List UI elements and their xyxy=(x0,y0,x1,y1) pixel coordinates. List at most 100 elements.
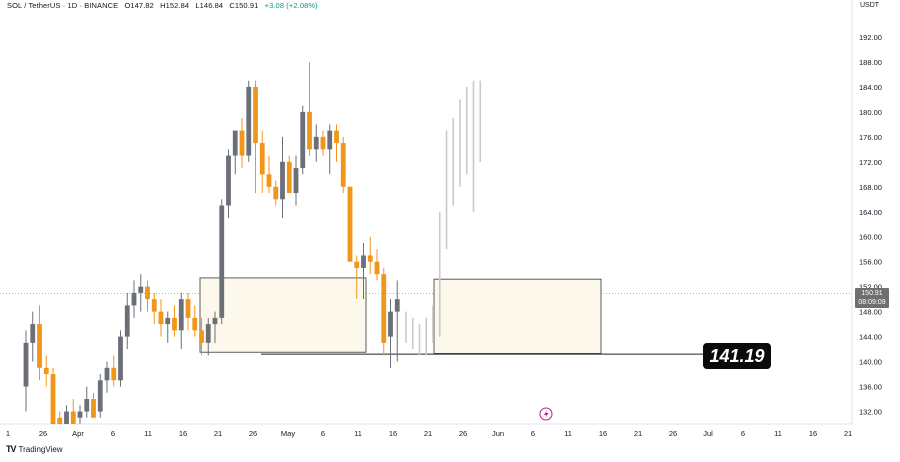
time-tick-label: 6 xyxy=(321,429,325,438)
time-tick-label: 6 xyxy=(741,429,745,438)
price-tick-label: 168.00 xyxy=(859,183,882,192)
time-tick-label: 26 xyxy=(669,429,677,438)
price-tick-label: 136.00 xyxy=(859,383,882,392)
candle-body xyxy=(354,261,360,268)
candle-body xyxy=(320,136,326,150)
time-tick-label: May xyxy=(281,429,295,438)
candle-body xyxy=(226,155,231,206)
chart-grid xyxy=(0,0,853,425)
time-tick-label: 6 xyxy=(111,429,115,438)
level-callout: 141.19 xyxy=(703,343,771,369)
time-tick-label: 11 xyxy=(354,429,362,438)
candle-body xyxy=(266,174,272,187)
candle-body xyxy=(138,286,144,293)
time-tick-label: 16 xyxy=(389,429,397,438)
candle-body xyxy=(70,411,76,424)
price-tick-label: 164.00 xyxy=(859,208,882,217)
price-tick-label: 132.00 xyxy=(859,408,882,417)
tradingview-logo-icon: TV xyxy=(6,444,16,454)
candle-body xyxy=(307,111,312,150)
candle-body xyxy=(97,380,103,412)
time-tick-label: 11 xyxy=(144,429,152,438)
price-tick-label: 148.00 xyxy=(859,308,882,317)
candle-body xyxy=(361,255,366,268)
price-tick-label: 144.00 xyxy=(859,333,882,342)
time-axis[interactable]: 1 26 Apr 6 11 16 21 26 May 6 11 16 21 26 Jun 6 11 16 21 26 J… xyxy=(6,429,852,438)
candle-body xyxy=(394,299,400,312)
candle-body xyxy=(50,374,56,424)
price-tick-label: 180.00 xyxy=(859,108,882,117)
price-tick-label: 184.00 xyxy=(859,83,882,92)
candle-body xyxy=(185,299,191,318)
last-price-badge: 150.91 08:09:09 xyxy=(855,288,889,308)
time-tick-label: 26 xyxy=(459,429,467,438)
time-tick-label: Apr xyxy=(72,429,84,438)
high-value: H152.84 xyxy=(160,1,190,10)
candle-body xyxy=(286,161,292,194)
candle-body xyxy=(259,143,265,175)
time-tick-label: 16 xyxy=(599,429,607,438)
close-value: C150.91 xyxy=(229,1,259,10)
candle-body xyxy=(30,324,36,343)
time-tick-label: 1 xyxy=(6,429,10,438)
countdown-value: 08:09:09 xyxy=(858,299,886,306)
candle-body xyxy=(77,411,83,418)
time-tick-label: 21 xyxy=(424,429,432,438)
price-tick-label: 160.00 xyxy=(859,233,882,242)
candle-body xyxy=(367,255,373,262)
candle-body xyxy=(253,86,258,144)
last-price-value: 150.91 xyxy=(861,290,883,297)
price-tick-label: 156.00 xyxy=(859,258,882,267)
time-tick-label: 11 xyxy=(774,429,782,438)
candle-body xyxy=(37,324,42,368)
candles xyxy=(23,61,400,424)
candle-body xyxy=(91,399,96,418)
candle-body xyxy=(273,186,279,200)
currency-label: USDT xyxy=(860,2,880,9)
symbol-name: SOL / TetherUS · 1D · BINANCE xyxy=(7,1,119,10)
candle-body xyxy=(280,161,285,200)
tradingview-logo-text: TradingView xyxy=(18,444,63,454)
candle-body xyxy=(84,399,90,412)
projection-bars xyxy=(405,80,482,356)
candle-body xyxy=(165,317,171,325)
candle-body xyxy=(151,299,157,312)
time-tick-label: 16 xyxy=(809,429,817,438)
candle-body xyxy=(293,168,299,194)
candle-body xyxy=(239,130,245,156)
price-tick-label: 192.00 xyxy=(859,33,882,42)
range-boxes xyxy=(199,277,602,354)
tradingview-logo[interactable]: TV TradingView xyxy=(6,444,63,454)
candle-body xyxy=(205,324,211,343)
candle-body xyxy=(192,317,198,331)
time-tick-label: 26 xyxy=(39,429,47,438)
candle-body xyxy=(313,136,319,150)
time-tick-label: Jul xyxy=(703,429,713,438)
price-tick-label: 188.00 xyxy=(859,58,882,67)
candle-body xyxy=(64,411,69,424)
candle-body xyxy=(131,292,137,306)
candle-body xyxy=(232,130,238,156)
symbol-header: SOL / TetherUS · 1D · BINANCE O147.82 H1… xyxy=(7,1,322,10)
candle-body xyxy=(43,367,49,375)
lightning-icon[interactable] xyxy=(539,407,553,421)
price-axis[interactable]: 132.00 136.00 140.00 144.00 148.00 152.00 156.… xyxy=(859,33,882,417)
price-tick-label: 140.00 xyxy=(859,358,882,367)
price-tick-label: 176.00 xyxy=(859,133,882,142)
time-tick-label: 21 xyxy=(844,429,852,438)
open-value: O147.82 xyxy=(124,1,154,10)
range-box xyxy=(199,277,367,353)
range-box xyxy=(433,278,602,354)
time-tick-label: Jun xyxy=(492,429,504,438)
time-tick-label: 6 xyxy=(531,429,535,438)
candle-body xyxy=(104,367,110,381)
time-tick-label: 21 xyxy=(214,429,222,438)
candle-body xyxy=(111,367,117,381)
price-tick-label: 172.00 xyxy=(859,158,882,167)
time-tick-label: 26 xyxy=(249,429,257,438)
candle-body xyxy=(219,205,225,318)
candle-body xyxy=(178,299,184,331)
candle-body xyxy=(57,417,63,424)
candle-body xyxy=(246,86,252,156)
